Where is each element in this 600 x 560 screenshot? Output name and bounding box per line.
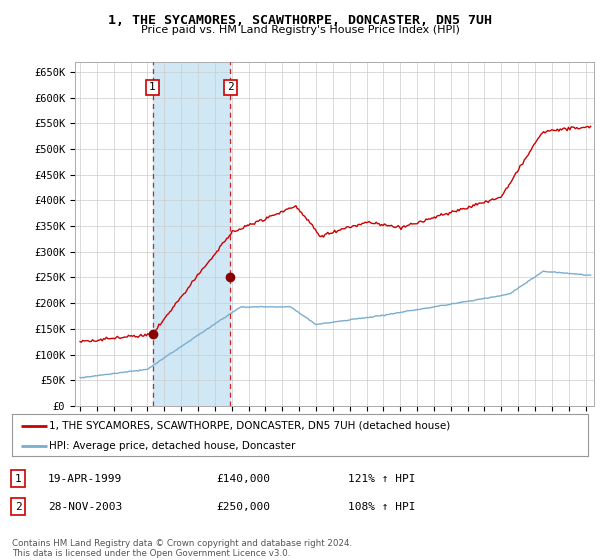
Text: £140,000: £140,000	[216, 474, 270, 484]
Text: Price paid vs. HM Land Registry's House Price Index (HPI): Price paid vs. HM Land Registry's House …	[140, 25, 460, 35]
Text: 1, THE SYCAMORES, SCAWTHORPE, DONCASTER, DN5 7UH (detached house): 1, THE SYCAMORES, SCAWTHORPE, DONCASTER,…	[49, 421, 451, 431]
Text: 19-APR-1999: 19-APR-1999	[48, 474, 122, 484]
Text: 1, THE SYCAMORES, SCAWTHORPE, DONCASTER, DN5 7UH: 1, THE SYCAMORES, SCAWTHORPE, DONCASTER,…	[108, 14, 492, 27]
Text: 28-NOV-2003: 28-NOV-2003	[48, 502, 122, 512]
Text: 2: 2	[227, 82, 234, 92]
Text: 1: 1	[14, 474, 22, 484]
Text: £250,000: £250,000	[216, 502, 270, 512]
Text: HPI: Average price, detached house, Doncaster: HPI: Average price, detached house, Donc…	[49, 441, 296, 451]
Text: 121% ↑ HPI: 121% ↑ HPI	[348, 474, 415, 484]
Text: 108% ↑ HPI: 108% ↑ HPI	[348, 502, 415, 512]
Bar	[152, 62, 230, 406]
Text: 1: 1	[149, 82, 156, 92]
Text: 2: 2	[14, 502, 22, 512]
Text: Contains HM Land Registry data © Crown copyright and database right 2024.
This d: Contains HM Land Registry data © Crown c…	[12, 539, 352, 558]
